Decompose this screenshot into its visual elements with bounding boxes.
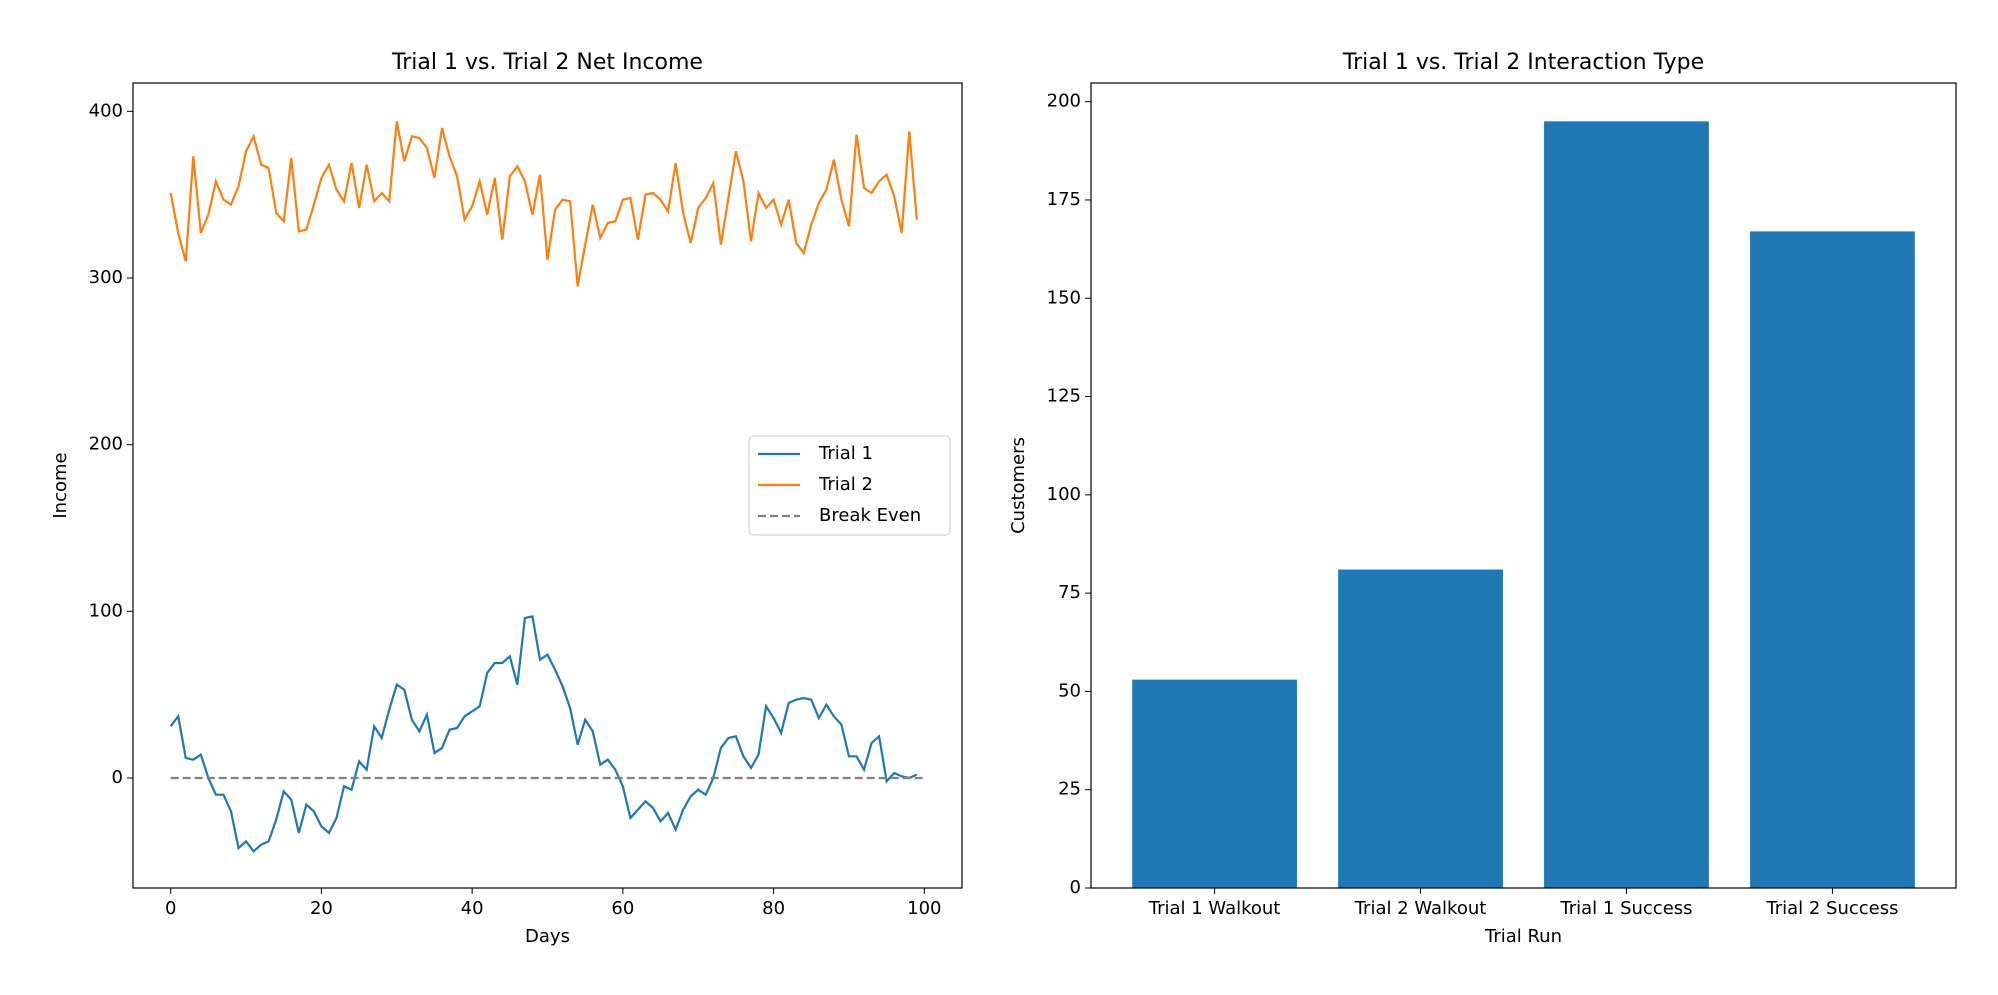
y-tick-label: 100 [89, 600, 123, 621]
x-tick-label: 80 [762, 898, 785, 919]
legend-label: Break Even [819, 505, 921, 526]
y-tick-label: 0 [1070, 877, 1081, 898]
x-tick-label: 60 [611, 898, 634, 919]
y-tick-label: 400 [89, 100, 123, 121]
y-tick-label: 100 [1047, 484, 1081, 505]
x-tick-label: Trial 2 Walkout [1354, 898, 1487, 919]
bar [1132, 679, 1297, 888]
x-tick-label: 0 [165, 898, 176, 919]
x-tick-label: Trial 1 Walkout [1148, 898, 1281, 919]
x-axis-label: Days [525, 926, 570, 947]
chart-title: Trial 1 vs. Trial 2 Net Income [391, 50, 703, 75]
bar [1338, 569, 1503, 888]
x-axis-label: Trial Run [1484, 926, 1562, 947]
x-tick-label: 100 [907, 898, 941, 919]
y-tick-label: 200 [89, 434, 123, 455]
y-tick-label: 25 [1058, 779, 1081, 800]
axes-frame [1090, 82, 1957, 889]
bar [1544, 121, 1709, 889]
line-series [169, 615, 918, 853]
y-tick-label: 175 [1047, 189, 1081, 210]
x-tick-label: 40 [461, 898, 484, 919]
y-tick-label: 125 [1047, 386, 1081, 407]
chart-title: Trial 1 vs. Trial 2 Interaction Type [1342, 50, 1704, 75]
x-tick-label: Trial 2 Success [1765, 898, 1898, 919]
y-tick-label: 300 [89, 267, 123, 288]
x-tick-label: Trial 1 Success [1559, 898, 1692, 919]
x-tick-label: 20 [310, 898, 333, 919]
line-series [169, 121, 918, 287]
legend-label: Trial 2 [818, 474, 873, 495]
axes-frame [132, 82, 963, 889]
y-axis-label: Customers [1008, 437, 1029, 534]
y-tick-label: 50 [1058, 680, 1081, 701]
legend-label: Trial 1 [818, 443, 873, 464]
y-tick-label: 75 [1058, 582, 1081, 603]
bar [1750, 231, 1915, 888]
legend: Trial 1 Trial 2 Break Even [748, 435, 951, 536]
y-tick-label: 150 [1047, 287, 1081, 308]
legend-frame [748, 435, 951, 536]
y-tick-label: 200 [1047, 91, 1081, 112]
y-axis-label: Income [50, 452, 71, 518]
y-tick-label: 0 [112, 767, 123, 788]
